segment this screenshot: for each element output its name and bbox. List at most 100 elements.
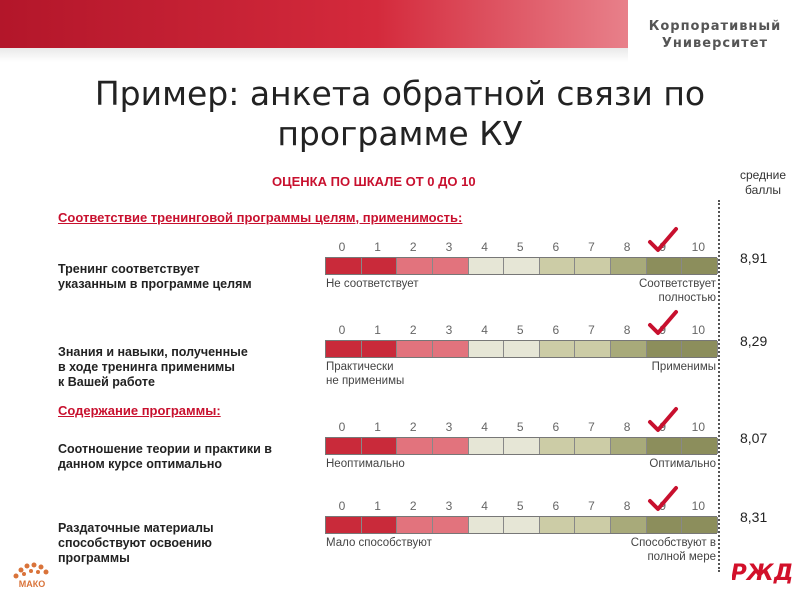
scale-number: 10 xyxy=(691,323,706,337)
rating-segment[interactable] xyxy=(504,438,540,454)
question-line: указанным в программе целям xyxy=(58,277,252,291)
brand-name: Корпоративный Университет xyxy=(640,18,790,52)
scale-max-label: Применимы xyxy=(652,360,716,374)
question-text: Знания и навыки, полученные в ходе тренин… xyxy=(58,345,320,390)
rating-segment[interactable] xyxy=(611,517,647,533)
rating-segment[interactable] xyxy=(468,438,505,454)
rating-segment[interactable] xyxy=(397,258,433,274)
scale-number: 6 xyxy=(552,499,560,513)
rating-segment[interactable] xyxy=(575,438,612,454)
scale-number: 3 xyxy=(445,420,453,434)
scale-title: ОЦЕНКА ПО ШКАЛЕ ОТ 0 ДО 10 xyxy=(272,174,476,189)
rating-segment[interactable] xyxy=(432,438,469,454)
rating-segment[interactable] xyxy=(326,517,362,533)
rating-segment[interactable] xyxy=(361,258,398,274)
scale-max-line: Применимы xyxy=(651,361,716,373)
header-shadow xyxy=(0,48,628,62)
rating-segment[interactable] xyxy=(468,517,505,533)
scale-min-line: не применимы xyxy=(326,375,405,387)
checkmark-icon xyxy=(647,310,678,335)
rating-segment[interactable] xyxy=(611,341,647,357)
rating-scale[interactable] xyxy=(325,437,718,455)
scale-number: 1 xyxy=(374,420,381,434)
rating-segment[interactable] xyxy=(504,341,540,357)
scale-number: 7 xyxy=(588,240,595,254)
rating-segment[interactable] xyxy=(397,341,433,357)
scale-number: 5 xyxy=(516,240,524,254)
question-line: программы xyxy=(58,551,130,565)
scale-number: 2 xyxy=(409,420,417,434)
header-red-stripe xyxy=(0,0,628,48)
rating-segment[interactable] xyxy=(539,517,576,533)
rating-segment[interactable] xyxy=(646,438,683,454)
rating-segment[interactable] xyxy=(646,517,683,533)
rating-segment[interactable] xyxy=(468,258,505,274)
rating-segment[interactable] xyxy=(575,258,612,274)
scale-number: 3 xyxy=(445,240,453,254)
scale-number: 4 xyxy=(481,323,488,337)
rating-segment[interactable] xyxy=(682,438,718,454)
rating-segment[interactable] xyxy=(682,517,718,533)
rating-segment[interactable] xyxy=(539,341,576,357)
scale-number: 5 xyxy=(516,420,524,434)
rating-segment[interactable] xyxy=(539,258,576,274)
scale-number: 8 xyxy=(623,499,631,513)
scale-min-label: Практически не применимы xyxy=(326,360,404,388)
brand-line-2: Университет xyxy=(661,36,769,51)
scale-max-label: Оптимально xyxy=(649,457,716,471)
rating-segment[interactable] xyxy=(326,438,362,454)
scale-number: 1 xyxy=(374,240,381,254)
rating-segment[interactable] xyxy=(646,341,683,357)
rating-segment[interactable] xyxy=(432,517,469,533)
rating-segment[interactable] xyxy=(397,438,433,454)
scale-max-label: Способствуют в полной мере xyxy=(631,536,716,564)
rating-segment[interactable] xyxy=(397,517,433,533)
rating-segment[interactable] xyxy=(682,341,718,357)
survey-item: Соотношение теории и практики в данном ку… xyxy=(0,407,800,500)
rating-segment[interactable] xyxy=(611,438,647,454)
scale-number: 8 xyxy=(623,323,631,337)
survey-item: Раздаточные материалы способствуют освоен… xyxy=(0,486,800,579)
question-line: к Вашей работе xyxy=(58,375,155,389)
rating-segment[interactable] xyxy=(539,438,576,454)
scale-max-line: Соответствует xyxy=(638,278,716,290)
scale-max-line: полной мере xyxy=(647,551,716,563)
rating-segment[interactable] xyxy=(575,341,612,357)
question-line: Знания и навыки, полученные xyxy=(58,345,248,359)
scale-number: 10 xyxy=(691,499,706,513)
scale-number: 0 xyxy=(338,420,346,434)
rating-segment[interactable] xyxy=(682,258,718,274)
question-line: Раздаточные материалы xyxy=(58,521,214,535)
average-score: 8,07 xyxy=(740,430,768,446)
rating-segment[interactable] xyxy=(611,258,647,274)
rating-segment[interactable] xyxy=(646,258,683,274)
rating-scale[interactable] xyxy=(325,257,718,275)
survey-item: Знания и навыки, полученные в ходе тренин… xyxy=(0,310,800,403)
rating-segment[interactable] xyxy=(504,258,540,274)
rating-scale[interactable] xyxy=(325,340,718,358)
average-score: 8,91 xyxy=(740,250,768,266)
rating-segment[interactable] xyxy=(361,341,398,357)
rating-segment[interactable] xyxy=(326,258,362,274)
section-title-relevance: Соответствие тренинговой программы целям… xyxy=(58,210,463,225)
rating-segment[interactable] xyxy=(326,341,362,357)
rating-scale[interactable] xyxy=(325,516,718,534)
rating-segment[interactable] xyxy=(504,517,540,533)
question-text: Соотношение теории и практики в данном ку… xyxy=(58,442,320,472)
scale-number: 3 xyxy=(445,323,453,337)
rating-segment[interactable] xyxy=(361,438,398,454)
rzd-logo: РЖД xyxy=(732,561,792,586)
question-line: способствуют освоению xyxy=(58,536,212,550)
title-line-2: программе КУ xyxy=(277,114,523,153)
scale-number: 10 xyxy=(691,240,706,254)
rating-segment[interactable] xyxy=(468,341,505,357)
question-line: Соотношение теории и практики в xyxy=(58,442,272,456)
scale-number: 7 xyxy=(588,499,595,513)
scale-number: 6 xyxy=(552,420,560,434)
rating-segment[interactable] xyxy=(361,517,398,533)
rating-segment[interactable] xyxy=(575,517,612,533)
rating-segment[interactable] xyxy=(432,258,469,274)
rating-segment[interactable] xyxy=(432,341,469,357)
mako-logo-text: МАКО xyxy=(19,579,46,589)
average-header-line-1: средние xyxy=(739,168,787,182)
